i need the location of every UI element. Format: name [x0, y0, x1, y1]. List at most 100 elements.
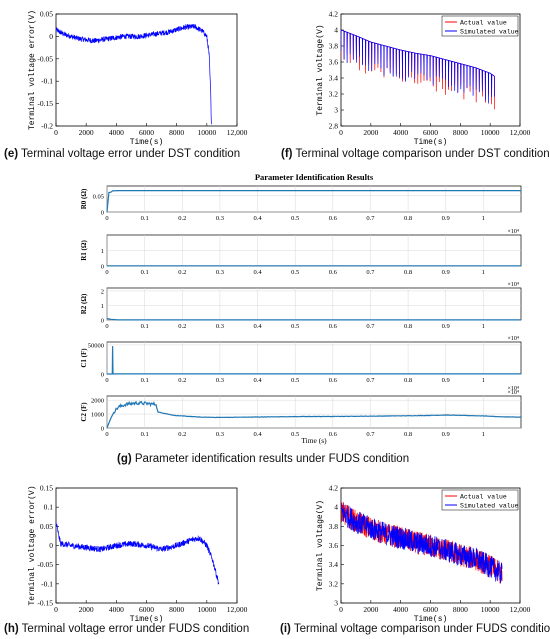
x-tick-label-g: 0.8 [404, 215, 412, 222]
y-tick-label-e: 0.05 [40, 10, 53, 19]
subplot-area [106, 341, 522, 375]
x-tick-label-f: 8000 [453, 128, 468, 137]
x-tick-label-h: 6000 [139, 605, 154, 614]
x-tick-label-g: 0.3 [216, 269, 224, 276]
x-tick-label-g: 0 [105, 431, 108, 438]
x-tick-label-g: 0.5 [291, 269, 299, 276]
y-tick-label-f: 4 [334, 26, 338, 35]
subplot-0: 0 0.1 0.2 0.3 0.4 0.5 0.6 0.7 0.8 0.9 1 0 0.05 R0 (Ω) [80, 185, 522, 222]
y-tick-label-g: 2 [101, 288, 104, 295]
series-line-h-0 [56, 521, 220, 585]
x-tick-label-e: 6000 [139, 128, 154, 137]
x-tick-label-g: 0.4 [253, 323, 262, 330]
y-axis-label-i: Terminal voltage(V) [316, 500, 325, 591]
series-line-g-4 [106, 400, 521, 429]
exponent-label-g: ×10⁴ [508, 229, 519, 235]
x-tick-label-g: 0.7 [366, 431, 375, 438]
x-tick-label-f: 6000 [423, 128, 438, 137]
caption-g-text: Parameter identification results under F… [131, 453, 410, 465]
y-tick-label-h: 0.1 [44, 503, 54, 512]
y-axis-label-e: Terminal voltage error(V) [28, 10, 37, 130]
x-tick-label-g: 0.1 [141, 269, 149, 276]
y-tick-label-i: 3.2 [329, 579, 339, 588]
subplot-area [106, 287, 522, 321]
y-axis-label-g: C2 (F) [80, 402, 88, 422]
y-tick-label-i: 3 [334, 599, 338, 608]
x-tick-label-g: 0.4 [253, 269, 262, 276]
x-tick-label-f: 4000 [393, 128, 408, 137]
chart-f: 0 2000 4000 6000 8000 10000 12,000 2.8 3 3.2 3.4 3.… [316, 10, 531, 148]
x-tick-label-g: 0.3 [216, 323, 224, 330]
y-tick-label-e: -0.05 [37, 54, 53, 63]
x-tick-label-g: 0.9 [442, 269, 450, 276]
caption-i-text: Terminal voltage comparison under FUDS c… [290, 623, 550, 635]
x-tick-label-e: 0 [54, 128, 58, 137]
series-line-e-0 [56, 23, 212, 125]
y-tick-label-g: 2000 [91, 398, 104, 405]
x-tick-label-i: 12,000 [510, 605, 531, 614]
x-tick-label-g: 0.4 [253, 215, 262, 222]
x-tick-label-g: 0.2 [178, 323, 186, 330]
y-tick-label-i: 3.6 [329, 541, 339, 550]
y-tick-label-g: 0 [101, 210, 104, 217]
series-line-f-1 [341, 29, 495, 104]
x-tick-label-g: 0 [105, 323, 108, 330]
y-tick-label-f: 3.4 [329, 74, 339, 83]
x-tick-label-f: 10000 [481, 128, 500, 137]
x-tick-label-g: 0.8 [404, 377, 412, 384]
y-tick-label-i: 3.4 [329, 560, 339, 569]
x-tick-label-g: 0.9 [442, 377, 450, 384]
legend-f [441, 15, 519, 37]
y-tick-label-g: 1 [101, 248, 104, 255]
x-tick-label-g: 0.7 [366, 215, 375, 222]
caption-e: (e) Terminal voltage error under DST con… [4, 148, 240, 160]
x-tick-label-g: 0.2 [178, 377, 186, 384]
caption-i-letter: (i) [280, 623, 291, 635]
y-tick-label-g: 0 [101, 264, 104, 271]
caption-g-letter: (g) [117, 453, 132, 465]
caption-i: (i) Terminal voltage comparison under FU… [280, 623, 550, 635]
y-tick-label-f: 2.8 [329, 122, 339, 131]
x-tick-label-g: 1 [482, 431, 485, 438]
y-tick-label-e: -0.2 [41, 122, 53, 131]
x-tick-label-i: 2000 [363, 605, 378, 614]
y-axis-label-g: C1 (F) [80, 348, 88, 368]
legend-label-i: Simulated value [460, 503, 519, 510]
y-tick-label-g: 1 [101, 303, 104, 310]
x-tick-label-h: 8000 [169, 605, 184, 614]
x-tick-label-g: 0.6 [329, 323, 338, 330]
x-axis-label-h: Time(s) [130, 615, 164, 624]
x-tick-label-i: 6000 [423, 605, 438, 614]
subplot-4: 0 0.1 0.2 0.3 0.4 0.5 0.6 0.7 0.8 0.9 1 0 1000 2000C2… [80, 390, 522, 438]
x-tick-label-h: 2000 [79, 605, 94, 614]
x-tick-label-g: 0.3 [216, 215, 224, 222]
plot-area-e [55, 13, 238, 127]
x-tick-label-e: 10000 [197, 128, 216, 137]
x-tick-label-h: 4000 [109, 605, 124, 614]
y-tick-label-f: 4.2 [329, 10, 339, 19]
y-tick-label-g: 0 [101, 372, 104, 379]
series-line-g-3 [107, 346, 521, 375]
chart-h: 0 2000 4000 6000 8000 10000 12,000 -0.15 -0.1 -0.… [28, 484, 248, 625]
legend-i [441, 489, 519, 511]
x-tick-label-h: 0 [54, 605, 58, 614]
x-tick-label-g: 0 [105, 215, 108, 222]
x-tick-label-f: 0 [339, 128, 343, 137]
x-tick-label-g: 0.6 [329, 215, 338, 222]
x-tick-label-g: 0.8 [404, 269, 412, 276]
exponent-label-g: ×10⁴ [508, 386, 519, 392]
x-tick-label-g: 0.9 [442, 323, 450, 330]
x-tick-label-g: 0.4 [253, 431, 262, 438]
x-tick-label-g: 0.7 [366, 269, 375, 276]
y-tick-label-e: -0.15 [37, 99, 53, 108]
x-tick-label-g: 1 [482, 323, 485, 330]
x-tick-label-f: 2000 [363, 128, 378, 137]
subplot-area [106, 185, 522, 213]
x-tick-label-g: 0.2 [178, 269, 186, 276]
y-tick-label-i: 3.8 [329, 522, 339, 531]
x-tick-label-g: 0.9 [442, 431, 450, 438]
series-line-g-2 [106, 317, 521, 321]
x-tick-label-e: 8000 [169, 128, 184, 137]
